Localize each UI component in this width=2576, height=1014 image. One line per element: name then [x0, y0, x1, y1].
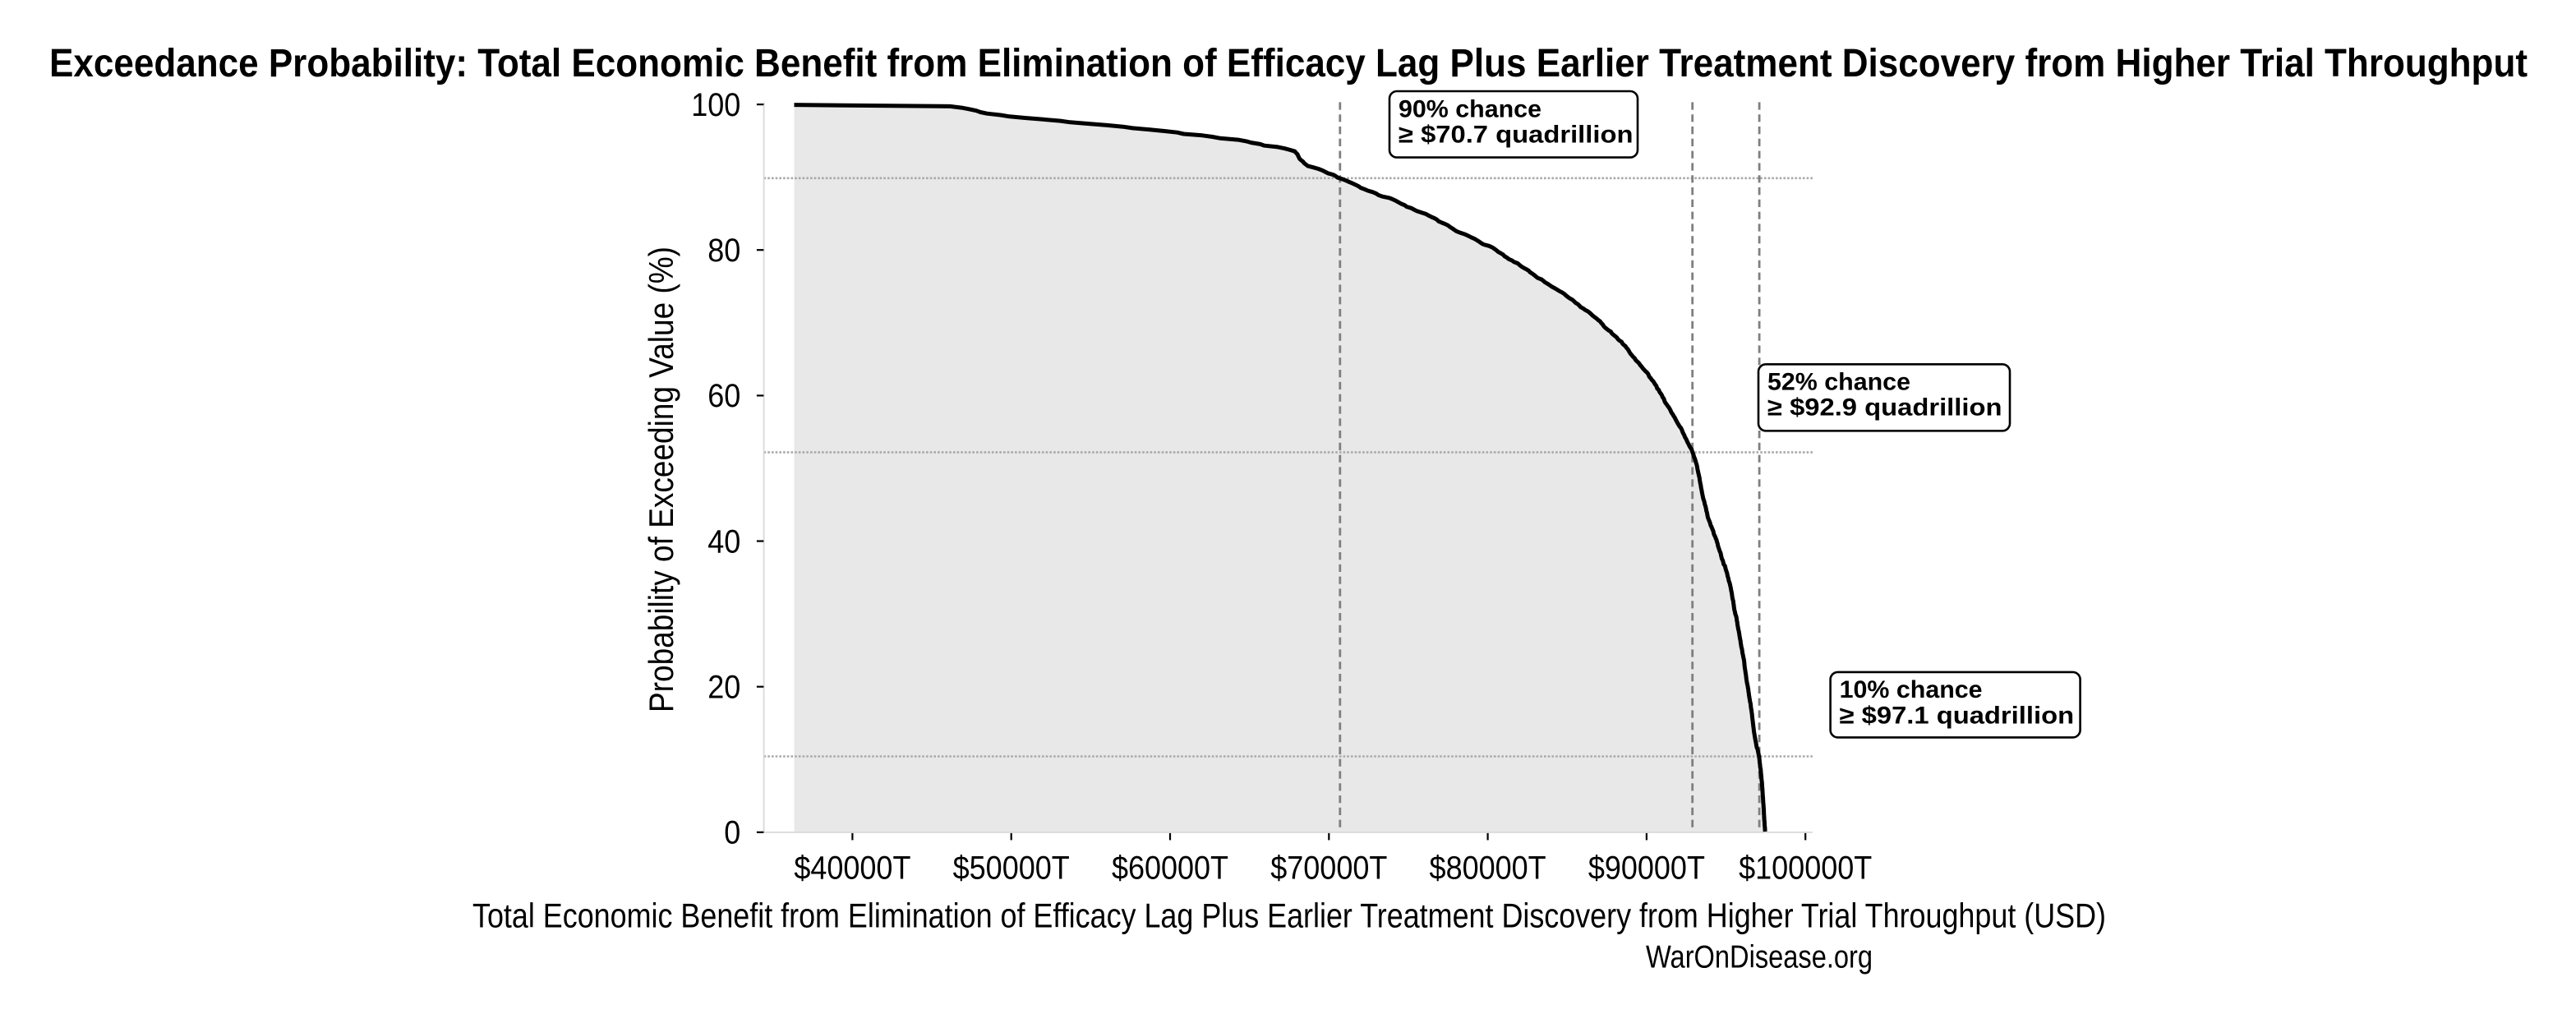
svg-text:$80000T: $80000T: [1430, 850, 1546, 887]
svg-text:Probability of Exceeding Value: Probability of Exceeding Value (%): [642, 247, 680, 712]
svg-text:≥ $97.1 quadrillion: ≥ $97.1 quadrillion: [1840, 702, 2075, 729]
svg-text:52% chance: 52% chance: [1767, 369, 1910, 396]
svg-text:10% chance: 10% chance: [1840, 676, 1983, 703]
svg-text:≥ $92.9 quadrillion: ≥ $92.9 quadrillion: [1767, 394, 2002, 422]
svg-text:Total Economic Benefit from El: Total Economic Benefit from Elimination …: [472, 896, 2106, 935]
svg-text:$50000T: $50000T: [953, 850, 1070, 887]
svg-text:0: 0: [724, 815, 740, 851]
svg-text:$90000T: $90000T: [1588, 850, 1705, 887]
svg-text:100: 100: [691, 87, 740, 123]
svg-text:60: 60: [707, 378, 740, 414]
svg-text:$40000T: $40000T: [794, 850, 910, 887]
svg-text:Exceedance Probability: Total: Exceedance Probability: Total Economic B…: [49, 42, 2528, 85]
svg-text:≥ $70.7 quadrillion: ≥ $70.7 quadrillion: [1399, 121, 1634, 148]
svg-text:$60000T: $60000T: [1112, 850, 1228, 887]
svg-text:80: 80: [707, 233, 740, 269]
svg-text:$70000T: $70000T: [1270, 850, 1387, 887]
svg-text:WarOnDisease.org: WarOnDisease.org: [1646, 940, 1873, 975]
svg-text:40: 40: [707, 523, 740, 560]
svg-text:$100000T: $100000T: [1739, 850, 1872, 887]
svg-text:20: 20: [707, 670, 740, 706]
svg-text:90% chance: 90% chance: [1399, 95, 1541, 122]
